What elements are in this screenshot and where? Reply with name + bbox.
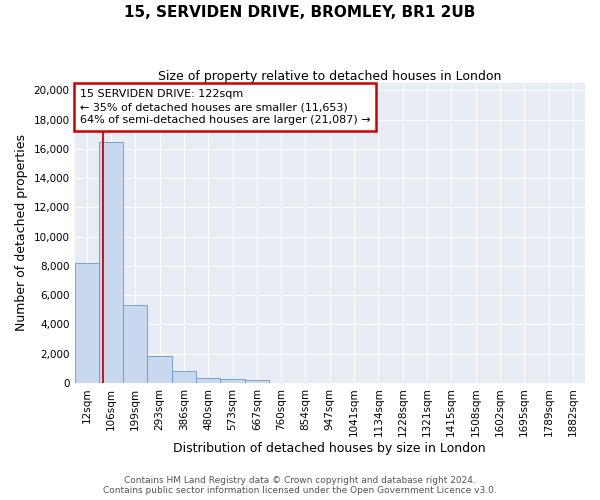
Bar [245, 380, 269, 383]
X-axis label: Distribution of detached houses by size in London: Distribution of detached houses by size … [173, 442, 486, 455]
Bar [148, 356, 172, 383]
Text: 15 SERVIDEN DRIVE: 122sqm
← 35% of detached houses are smaller (11,653)
64% of s: 15 SERVIDEN DRIVE: 122sqm ← 35% of detac… [80, 89, 370, 126]
Bar [172, 371, 196, 383]
Bar [220, 379, 245, 383]
Title: Size of property relative to detached houses in London: Size of property relative to detached ho… [158, 70, 502, 83]
Text: 15, SERVIDEN DRIVE, BROMLEY, BR1 2UB: 15, SERVIDEN DRIVE, BROMLEY, BR1 2UB [124, 5, 476, 20]
Bar [74, 263, 99, 383]
Bar [99, 142, 123, 383]
Text: Contains HM Land Registry data © Crown copyright and database right 2024.
Contai: Contains HM Land Registry data © Crown c… [103, 476, 497, 495]
Bar [123, 306, 148, 383]
Bar [196, 378, 220, 383]
Y-axis label: Number of detached properties: Number of detached properties [15, 134, 28, 332]
